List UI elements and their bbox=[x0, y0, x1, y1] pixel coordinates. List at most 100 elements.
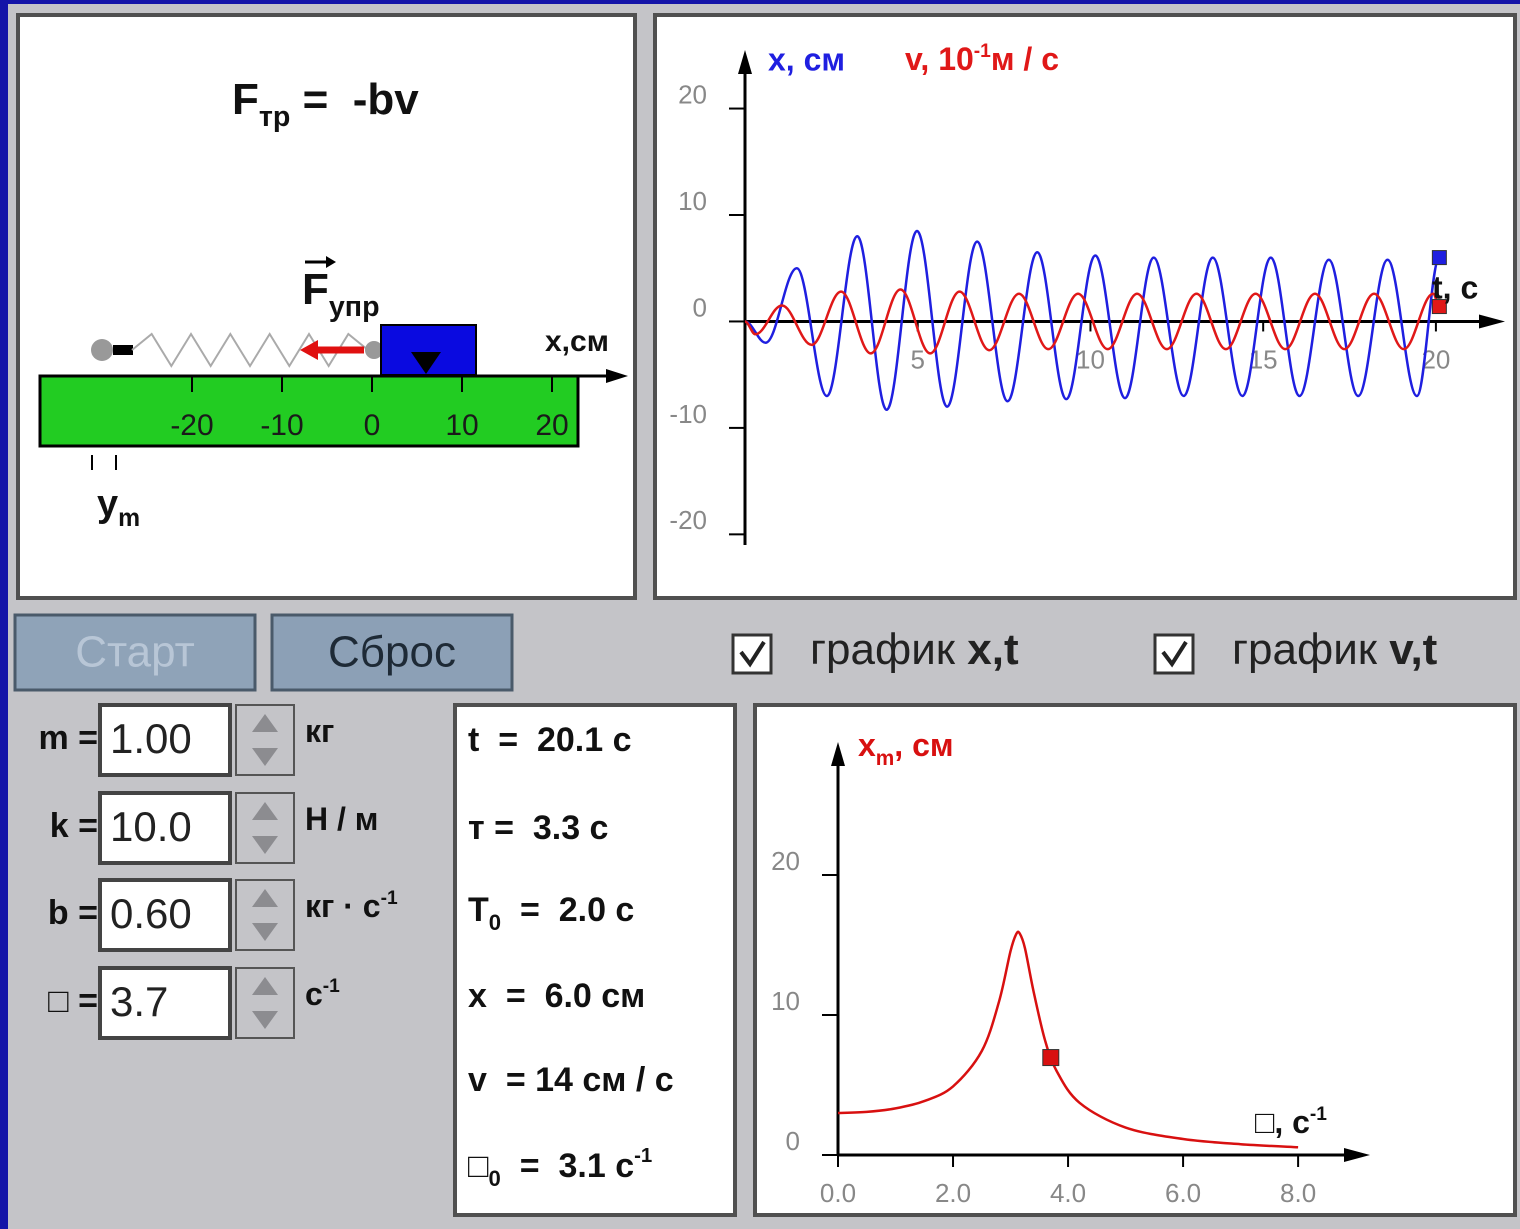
spinner-down[interactable] bbox=[252, 923, 278, 941]
arrow-head bbox=[606, 369, 628, 383]
checkbox[interactable] bbox=[731, 633, 773, 675]
parameter-input[interactable] bbox=[98, 878, 232, 952]
resonance-curve bbox=[837, 930, 1299, 1149]
text-sup: -1 bbox=[974, 41, 991, 62]
spinner-down[interactable] bbox=[252, 836, 278, 854]
y-tick-label: 20 bbox=[678, 79, 707, 109]
axis-label: x,см bbox=[545, 325, 609, 358]
x-tick-label: 2.0 bbox=[935, 1178, 971, 1208]
block-hook bbox=[365, 341, 383, 359]
text-part: = -bv bbox=[290, 75, 419, 124]
text-sub: m bbox=[876, 747, 895, 770]
ruler-tick-label: 10 bbox=[445, 409, 478, 442]
arrow-head bbox=[326, 256, 336, 268]
check-mark bbox=[1161, 640, 1188, 668]
parameter-unit: кг · с-1 bbox=[305, 888, 398, 925]
current-point bbox=[1431, 250, 1447, 266]
spinner-up[interactable] bbox=[252, 889, 278, 907]
text-sup: -1 bbox=[323, 976, 340, 997]
spinner-up[interactable] bbox=[252, 977, 278, 995]
y-tick-label: 0 bbox=[786, 1126, 800, 1156]
start-button[interactable] bbox=[13, 613, 257, 692]
force-arrow-head bbox=[300, 340, 318, 360]
text-sub: тр bbox=[259, 101, 290, 133]
text-part: = 20.1 с bbox=[479, 721, 631, 759]
y-tick-label: -10 bbox=[669, 399, 707, 429]
text-part: F bbox=[302, 265, 329, 314]
y-axis-label: xm, см bbox=[858, 727, 954, 770]
spinner-up[interactable] bbox=[252, 714, 278, 732]
parameter-unit: кг bbox=[305, 713, 334, 749]
parameter-value: 1.00 bbox=[110, 715, 192, 762]
spring bbox=[131, 332, 369, 368]
text-sub: m bbox=[118, 505, 140, 532]
parameter-value: 10.0 bbox=[110, 803, 192, 850]
spring-anchor-rod bbox=[113, 345, 133, 355]
text-part: x bbox=[468, 977, 487, 1015]
readout: □0 = 3.1 с-1 bbox=[468, 1145, 652, 1191]
parameter-name: m = bbox=[38, 719, 98, 757]
parameter-input[interactable] bbox=[98, 791, 232, 865]
current-point bbox=[1042, 1049, 1060, 1067]
parameter-unit: Н / м bbox=[305, 801, 378, 837]
ruler-tick-label: -20 bbox=[170, 409, 213, 442]
arrow-head bbox=[738, 50, 752, 74]
spinner-down[interactable] bbox=[252, 1011, 278, 1029]
x-tick-label: 4.0 bbox=[1050, 1178, 1086, 1208]
spinner-down[interactable] bbox=[252, 748, 278, 766]
reset-button-label: Сброс bbox=[328, 628, 456, 677]
parameter-value: 3.7 bbox=[110, 978, 168, 1025]
readout: T0 = 2.0 с bbox=[468, 891, 634, 935]
readout: т = 3.3 с bbox=[468, 809, 608, 847]
readout-panel bbox=[453, 703, 737, 1217]
text-part: кг bbox=[305, 713, 334, 749]
friction-formula: Fтр = -bv bbox=[232, 75, 419, 133]
force-label: Fупр bbox=[302, 265, 380, 323]
parameter-input[interactable] bbox=[98, 966, 232, 1040]
text-part: = 3.1 с bbox=[501, 1147, 634, 1185]
x-tick-label: 0.0 bbox=[820, 1178, 856, 1208]
resonance-panel bbox=[753, 703, 1517, 1217]
text-part: м / с bbox=[991, 41, 1059, 77]
text-bold: v,t bbox=[1389, 625, 1437, 674]
arrow-head bbox=[831, 742, 845, 766]
reset-button[interactable] bbox=[270, 613, 514, 692]
readout: x = 6.0 см bbox=[468, 977, 645, 1015]
y-tick-label: 20 bbox=[771, 846, 800, 876]
text-part: F bbox=[232, 75, 259, 124]
text-bold: x,t bbox=[967, 625, 1019, 674]
parameter-value: 0.60 bbox=[110, 890, 192, 937]
text-part: = 14 см / с bbox=[487, 1061, 674, 1099]
text-part: T bbox=[468, 891, 489, 929]
text-part: график bbox=[810, 625, 967, 674]
time-axis-label: t, c bbox=[1432, 269, 1478, 305]
arrow-head bbox=[1344, 1148, 1370, 1162]
series-line bbox=[744, 229, 1441, 412]
readout: v = 14 см / с bbox=[468, 1061, 674, 1099]
text-part: x bbox=[858, 727, 876, 763]
spinner-up[interactable] bbox=[252, 802, 278, 820]
text-part: с bbox=[305, 976, 323, 1012]
text-sup: -1 bbox=[381, 888, 398, 909]
ruler-tick-label: 20 bbox=[535, 409, 568, 442]
oscillation-panel bbox=[653, 13, 1517, 600]
y-tick-label: 0 bbox=[693, 292, 707, 322]
spring-anchor bbox=[91, 339, 113, 361]
x-tick-label: 6.0 bbox=[1165, 1178, 1201, 1208]
x-tick-label: 10 bbox=[1076, 344, 1105, 374]
v-series-label: v, 10-1м / с bbox=[905, 41, 1059, 78]
y-tick-label: 10 bbox=[771, 986, 800, 1016]
text-sub: 0 bbox=[489, 910, 501, 935]
block-pointer bbox=[411, 352, 441, 374]
y-tick-label: 10 bbox=[678, 186, 707, 216]
parameter-name: k = bbox=[50, 807, 98, 845]
text-part: t bbox=[468, 721, 479, 759]
start-button-label: Старт bbox=[75, 628, 195, 677]
text-sub: 0 bbox=[489, 1166, 501, 1191]
text-sub: упр bbox=[329, 291, 380, 323]
checkbox[interactable] bbox=[1153, 633, 1195, 675]
parameter-input[interactable] bbox=[98, 703, 232, 777]
parameter-name: □ = bbox=[48, 982, 98, 1020]
